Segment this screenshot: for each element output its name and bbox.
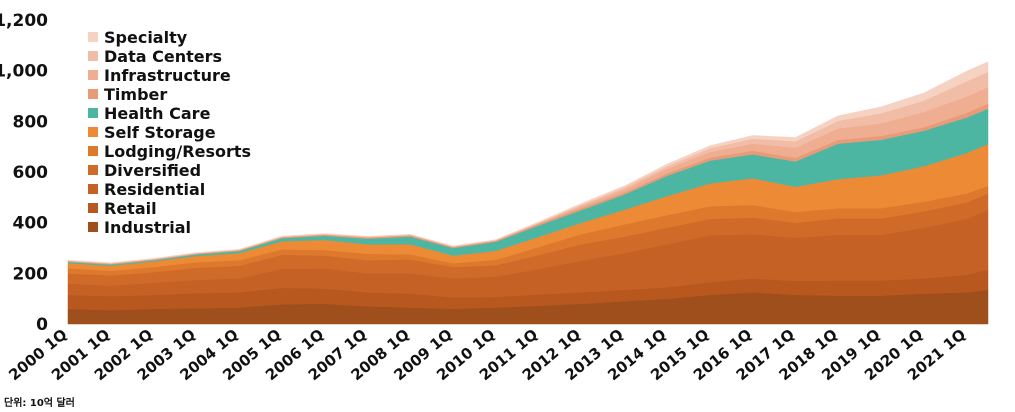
legend-label: Specialty [104, 28, 188, 47]
y-tick-label: 1,000 [0, 62, 48, 82]
y-tick-label: 800 [13, 112, 49, 132]
legend-swatch [88, 51, 98, 61]
legend-swatch [88, 146, 98, 156]
y-tick-label: 400 [13, 214, 49, 234]
legend-swatch [88, 70, 98, 80]
y-tick-label: 600 [13, 163, 49, 183]
legend-swatch [88, 127, 98, 137]
legend-swatch [88, 108, 98, 118]
legend-label: Residential [104, 180, 205, 199]
y-axis: 0 200 400 600 800 1,000 1,200 [0, 11, 48, 335]
legend-label: Timber [104, 85, 167, 104]
legend-swatch [88, 184, 98, 194]
legend-label: Industrial [104, 218, 191, 237]
legend-label: Lodging/Resorts [104, 142, 251, 161]
legend-swatch [88, 32, 98, 42]
legend-swatch [88, 165, 98, 175]
legend-label: Self Storage [104, 123, 216, 142]
y-tick-label: 1,200 [0, 11, 48, 31]
legend-swatch [88, 222, 98, 232]
unit-note: 단위: 10억 달러 [4, 398, 75, 409]
legend-label: Retail [104, 199, 157, 218]
area-specialty [67, 61, 989, 264]
legend-swatch [88, 89, 98, 99]
area-series-group [67, 61, 989, 325]
legend-label: Data Centers [104, 47, 222, 66]
legend-label: Health Care [104, 104, 211, 123]
y-tick-label: 0 [36, 315, 48, 335]
legend-label: Diversified [104, 161, 201, 180]
legend-label: Infrastructure [104, 66, 231, 85]
y-tick-label: 200 [13, 264, 49, 284]
legend-swatch [88, 203, 98, 213]
